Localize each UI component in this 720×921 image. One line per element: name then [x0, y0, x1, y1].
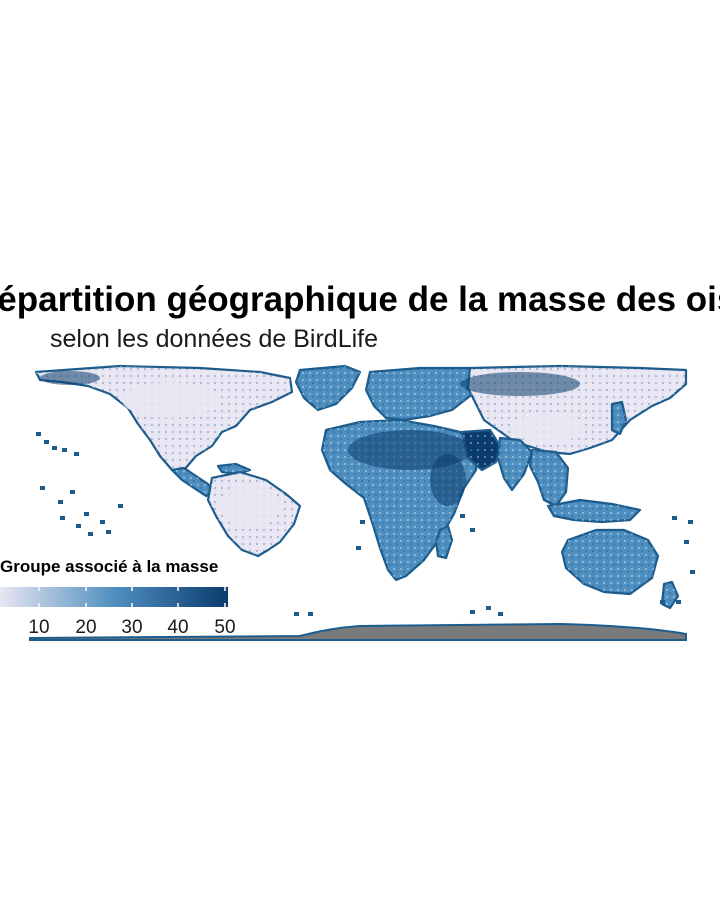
southeast-asia-landmass-texture [530, 450, 568, 506]
legend-tick-label: 10 [28, 617, 50, 638]
amazon-light-zone [220, 484, 280, 528]
small-island [76, 524, 81, 528]
north-america-light-zone [122, 382, 218, 418]
alaska-dense-zone [40, 371, 100, 385]
legend-tick-label: 50 [214, 617, 236, 638]
japan-islands-texture [612, 402, 626, 434]
north-america-landmass-texture [36, 366, 292, 470]
small-island [62, 448, 67, 452]
small-island [470, 528, 475, 532]
color-legend: Groupe associé à la masse 10 20 30 40 50 [0, 555, 270, 645]
small-island [672, 516, 677, 520]
small-island [360, 520, 365, 524]
india-landmass-texture [498, 438, 532, 490]
central-america-landmass-texture [172, 468, 214, 496]
arabia-landmass-texture [462, 430, 500, 470]
small-island [688, 520, 693, 524]
legend-colorbar [0, 587, 228, 607]
small-island [60, 516, 65, 520]
small-island [118, 504, 123, 508]
map-subtitle: selon les données de BirdLife [50, 325, 379, 353]
small-island [52, 446, 57, 450]
small-island [460, 514, 465, 518]
small-island [40, 486, 45, 490]
small-island [58, 500, 63, 504]
small-island [84, 512, 89, 516]
small-island [356, 546, 361, 550]
small-island [44, 440, 49, 444]
legend-tick-label: 30 [121, 617, 143, 638]
small-island [684, 540, 689, 544]
legend-title: Groupe associé à la masse [0, 557, 219, 576]
small-island [308, 612, 313, 616]
small-island [74, 452, 79, 456]
map-title: Répartition géographique de la masse des… [0, 280, 720, 319]
siberia-dense-zone [460, 372, 580, 396]
east-africa-dense-zone [430, 454, 466, 506]
small-island [470, 610, 475, 614]
australia-landmass-texture [562, 530, 658, 594]
europe-landmass-texture [366, 368, 480, 420]
tibet-light-zone [510, 414, 586, 442]
small-island [498, 612, 503, 616]
small-island [660, 600, 665, 604]
indonesia-islands-texture [548, 500, 640, 522]
small-island [36, 432, 41, 436]
legend-tick-label: 20 [75, 617, 97, 638]
small-island [486, 606, 491, 610]
antarctica-landmass [29, 622, 687, 641]
greenland-landmass-texture [296, 366, 360, 410]
small-island [100, 520, 105, 524]
madagascar-island-texture [436, 526, 452, 558]
small-island [294, 612, 299, 616]
small-island [70, 490, 75, 494]
small-island [676, 600, 681, 604]
small-island [88, 532, 93, 536]
small-island [690, 570, 695, 574]
small-island [106, 530, 111, 534]
legend-tick-label: 40 [167, 617, 189, 638]
new-zealand-islands-texture [662, 582, 678, 608]
